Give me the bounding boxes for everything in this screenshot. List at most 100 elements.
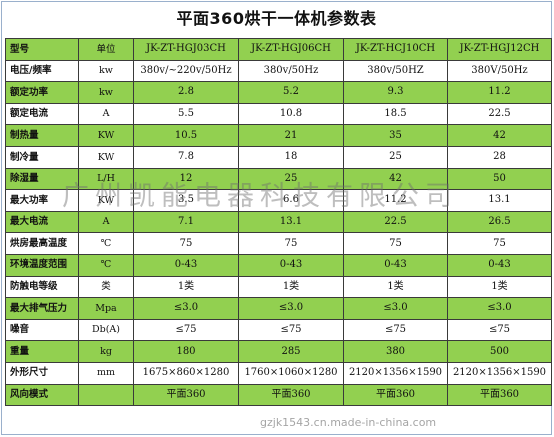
value-cell: 11.2 [447,81,552,104]
value-cell: ≤75 [238,318,344,342]
unit-cell [78,383,134,407]
row-label-cell: 制冷量 [5,145,79,169]
unit-cell: KW [78,145,134,169]
table-row: 除湿量 L/H 12 25 42 50 [5,167,552,191]
value-cell: 平面360 [133,383,239,407]
unit-cell: Mpa [78,297,134,320]
value-cell: 26.5 [447,210,552,234]
table-title: 平面360烘干一体机参数表 [176,9,377,28]
value-cell: ≤3.0 [133,297,239,320]
table-row: 风向模式 平面360 平面360 平面360 平面360 [5,383,552,407]
row-label-cell: 最大排气压力 [5,297,79,320]
url-watermark: gzjk1543.cn.made-in-china.com [260,416,437,429]
row-label-cell: 烘房最高温度 [5,232,79,255]
value-cell: 35 [343,124,448,147]
value-cell: 5.2 [238,81,344,104]
row-label-cell: 最大功率 [5,189,79,212]
value-cell: 2120×1356×1590 [447,361,552,385]
table-row: 外形尺寸 mm 1675×860×1280 1760×1060×1280 2120×13… [5,361,552,385]
value-cell: 0-43 [343,253,448,277]
value-cell: 1675×860×1280 [133,361,239,385]
row-label-cell: 电压/频率 [5,59,79,83]
value-cell: 25 [343,145,448,169]
value-cell: 6.6 [238,189,344,212]
table-row: 最大排气压力 Mpa ≤3.0 ≤3.0 ≤3.0 ≤3.0 [5,297,552,320]
value-cell: 22.5 [447,102,552,126]
table-row: 重量 kg 180 285 380 500 [5,340,552,363]
unit-cell: A [78,102,134,126]
unit-cell: 类 [78,275,134,299]
value-cell: 22.5 [343,210,448,234]
value-cell: 平面360 [343,383,448,407]
value-cell: 380 [343,340,448,363]
value-cell: 75 [133,232,239,255]
unit-cell: kg [78,340,134,363]
value-cell: 12 [133,167,239,191]
value-cell: 0-43 [447,253,552,277]
value-cell: 10.5 [133,124,239,147]
value-cell: 380V/50Hz [447,59,552,83]
row-label-cell: 额定电流 [5,102,79,126]
value-cell: 75 [343,232,448,255]
table-row: 最大功率 KW 3.5 6.6 11.2 13.1 [5,189,552,212]
value-cell: ≤3.0 [238,297,344,320]
value-cell: 18.5 [343,102,448,126]
row-label-cell: 外形尺寸 [5,361,79,385]
unit-cell: kw [78,81,134,104]
spec-table: 型号 单位 JK-ZT-HGJ03CH JK-ZT-HGJ06CH JK-ZT-HCJ1… [5,38,552,407]
unit-cell: kw [78,59,134,83]
table-row: 最大电流 A 7.1 13.1 22.5 26.5 [5,210,552,234]
value-cell: 11.2 [343,189,448,212]
value-cell: 25 [238,167,344,191]
value-cell: 1类 [238,275,344,299]
value-cell: 5.5 [133,102,239,126]
unit-cell: L/H [78,167,134,191]
value-cell: 380v/50HZ [343,59,448,83]
unit-cell: KW [78,189,134,212]
row-label-cell: 风向模式 [5,383,79,407]
value-cell: 1类 [447,275,552,299]
header-cell: 型号 [5,38,79,61]
unit-cell: A [78,210,134,234]
header-row: 型号 单位 JK-ZT-HGJ03CH JK-ZT-HGJ06CH JK-ZT-HCJ1… [5,38,552,61]
value-cell: ≤3.0 [447,297,552,320]
value-cell: 380v/50Hz [238,59,344,83]
value-cell: 75 [238,232,344,255]
row-label-cell: 重量 [5,340,79,363]
table-row: 额定功率 kw 2.8 5.2 9.3 11.2 [5,81,552,104]
unit-cell: ℃ [78,253,134,277]
header-cell: JK-ZT-HCJ10CH [343,38,448,61]
value-cell: ≤75 [447,318,552,342]
table-row: 环境温度范围 ℃ 0-43 0-43 0-43 0-43 [5,253,552,277]
value-cell: 75 [447,232,552,255]
value-cell: 3.5 [133,189,239,212]
row-label-cell: 环境温度范围 [5,253,79,277]
unit-cell: mm [78,361,134,385]
header-cell: JK-ZT-HGJ03CH [133,38,239,61]
row-label-cell: 额定功率 [5,81,79,104]
unit-cell: KW [78,124,134,147]
value-cell: 7.1 [133,210,239,234]
value-cell: 0-43 [238,253,344,277]
table-row: 电压/频率 kw 380v/~220v/50Hz 380v/50Hz 380v/50HZ… [5,59,552,83]
header-cell: 单位 [78,38,134,61]
row-label-cell: 最大电流 [5,210,79,234]
value-cell: 10.8 [238,102,344,126]
value-cell: 500 [447,340,552,363]
value-cell: 42 [343,167,448,191]
value-cell: 1类 [133,275,239,299]
table-row: 噪音 Db(A) ≤75 ≤75 ≤75 ≤75 [5,318,552,342]
value-cell: 42 [447,124,552,147]
value-cell: 2.8 [133,81,239,104]
value-cell: 9.3 [343,81,448,104]
value-cell: 50 [447,167,552,191]
table-row: 制冷量 KW 7.8 18 25 28 [5,145,552,169]
table-row: 制热量 KW 10.5 21 35 42 [5,124,552,147]
row-label-cell: 噪音 [5,318,79,342]
value-cell: ≤75 [343,318,448,342]
value-cell: 7.8 [133,145,239,169]
value-cell: 285 [238,340,344,363]
value-cell: 平面360 [238,383,344,407]
table-row: 烘房最高温度 ℃ 75 75 75 75 [5,232,552,255]
